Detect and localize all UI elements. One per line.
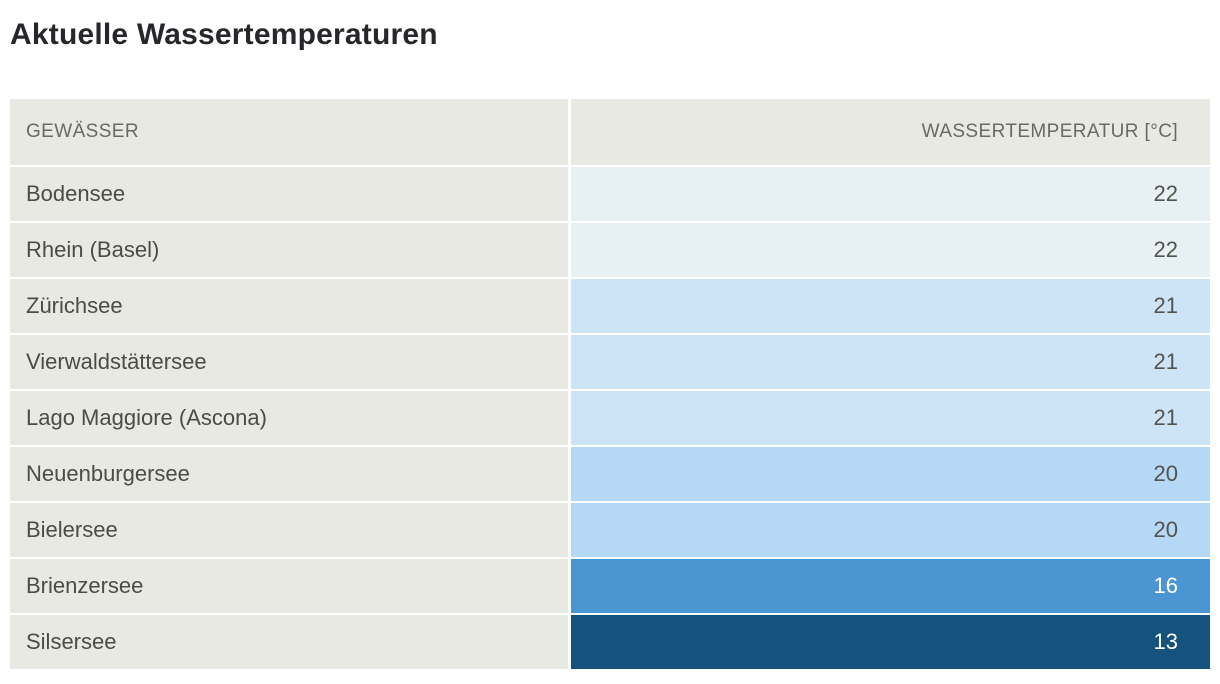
column-header-wassertemperatur: WASSERTEMPERATUR [°C] <box>571 99 1210 165</box>
column-header-gewaesser: GEWÄSSER <box>10 99 568 165</box>
page-container: Aktuelle Wassertemperaturen GEWÄSSER WAS… <box>10 16 1210 669</box>
temperature-value: 13 <box>571 615 1210 669</box>
temperature-value: 22 <box>571 167 1210 221</box>
temperature-value: 22 <box>571 223 1210 277</box>
water-body-name: Silsersee <box>10 615 568 669</box>
water-body-name: Vierwaldstättersee <box>10 335 568 389</box>
temperature-value: 16 <box>571 559 1210 613</box>
temperature-value: 21 <box>571 335 1210 389</box>
temperature-value: 21 <box>571 391 1210 445</box>
water-body-name: Bodensee <box>10 167 568 221</box>
water-body-name: Zürichsee <box>10 279 568 333</box>
temperature-value: 20 <box>571 447 1210 501</box>
page-title: Aktuelle Wassertemperaturen <box>10 18 438 51</box>
water-body-name: Neuenburgersee <box>10 447 568 501</box>
temperature-value: 21 <box>571 279 1210 333</box>
water-body-name: Lago Maggiore (Ascona) <box>10 391 568 445</box>
temperature-value: 20 <box>571 503 1210 557</box>
water-body-name: Brienzersee <box>10 559 568 613</box>
water-temperature-table: GEWÄSSER WASSERTEMPERATUR [°C] Bodensee 2… <box>10 99 1210 669</box>
water-body-name: Bielersee <box>10 503 568 557</box>
water-body-name: Rhein (Basel) <box>10 223 568 277</box>
